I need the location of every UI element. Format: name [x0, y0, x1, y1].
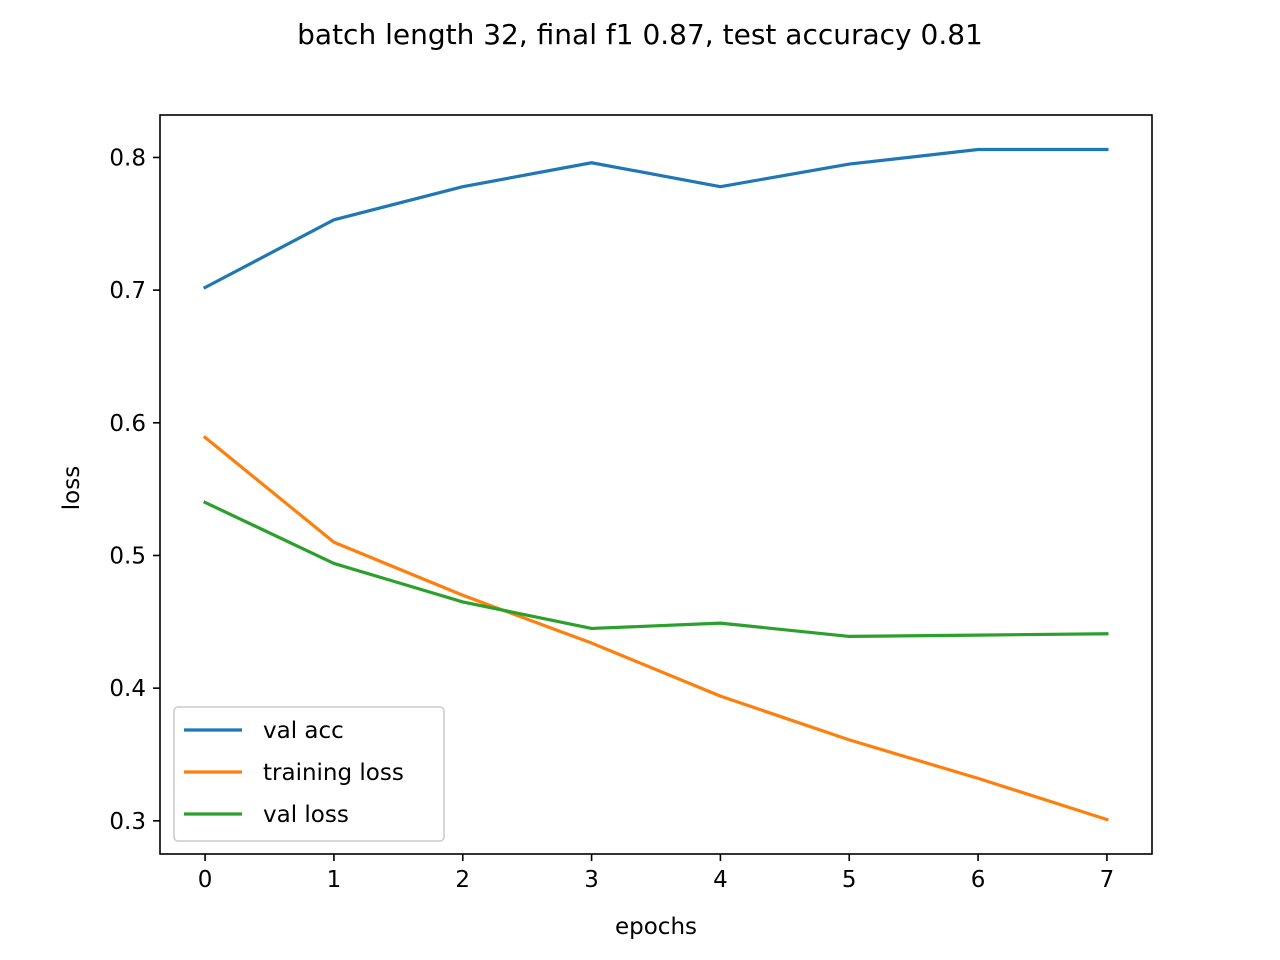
legend-label-1: training loss — [263, 760, 404, 786]
y-axis: 0.3 0.4 0.5 0.6 0.7 0.8 — [109, 145, 160, 835]
legend: val acc training loss val loss — [173, 706, 445, 842]
x-tick-label: 6 — [971, 867, 986, 893]
x-tick-label: 3 — [584, 867, 599, 893]
y-tick-label: 0.4 — [109, 676, 146, 702]
x-axis-title: epochs — [615, 914, 697, 940]
y-tick-label: 0.5 — [109, 543, 146, 569]
chart-title: batch length 32, final f1 0.87, test acc… — [297, 18, 983, 51]
x-tick-label: 0 — [198, 867, 213, 893]
y-tick-label: 0.7 — [109, 278, 146, 304]
legend-label-2: val loss — [263, 802, 349, 828]
series-line-1 — [202, 435, 1109, 822]
y-tick-label: 0.6 — [109, 411, 146, 437]
x-axis: 0 1 2 3 4 5 6 7 — [198, 854, 1114, 893]
series-line-2 — [202, 500, 1109, 639]
y-tick-label: 0.3 — [109, 809, 146, 835]
x-tick-label: 2 — [455, 867, 470, 893]
y-axis-title: loss — [59, 466, 85, 510]
plot-lines — [202, 147, 1109, 822]
plot-frame — [159, 114, 1153, 855]
legend-box — [173, 706, 445, 842]
series-line-0 — [202, 147, 1109, 290]
x-tick-label: 5 — [842, 867, 857, 893]
legend-label-0: val acc — [263, 718, 344, 744]
x-tick-label: 4 — [713, 867, 728, 893]
x-tick-label: 1 — [327, 867, 342, 893]
y-tick-label: 0.8 — [109, 145, 146, 171]
x-tick-label: 7 — [1100, 867, 1115, 893]
